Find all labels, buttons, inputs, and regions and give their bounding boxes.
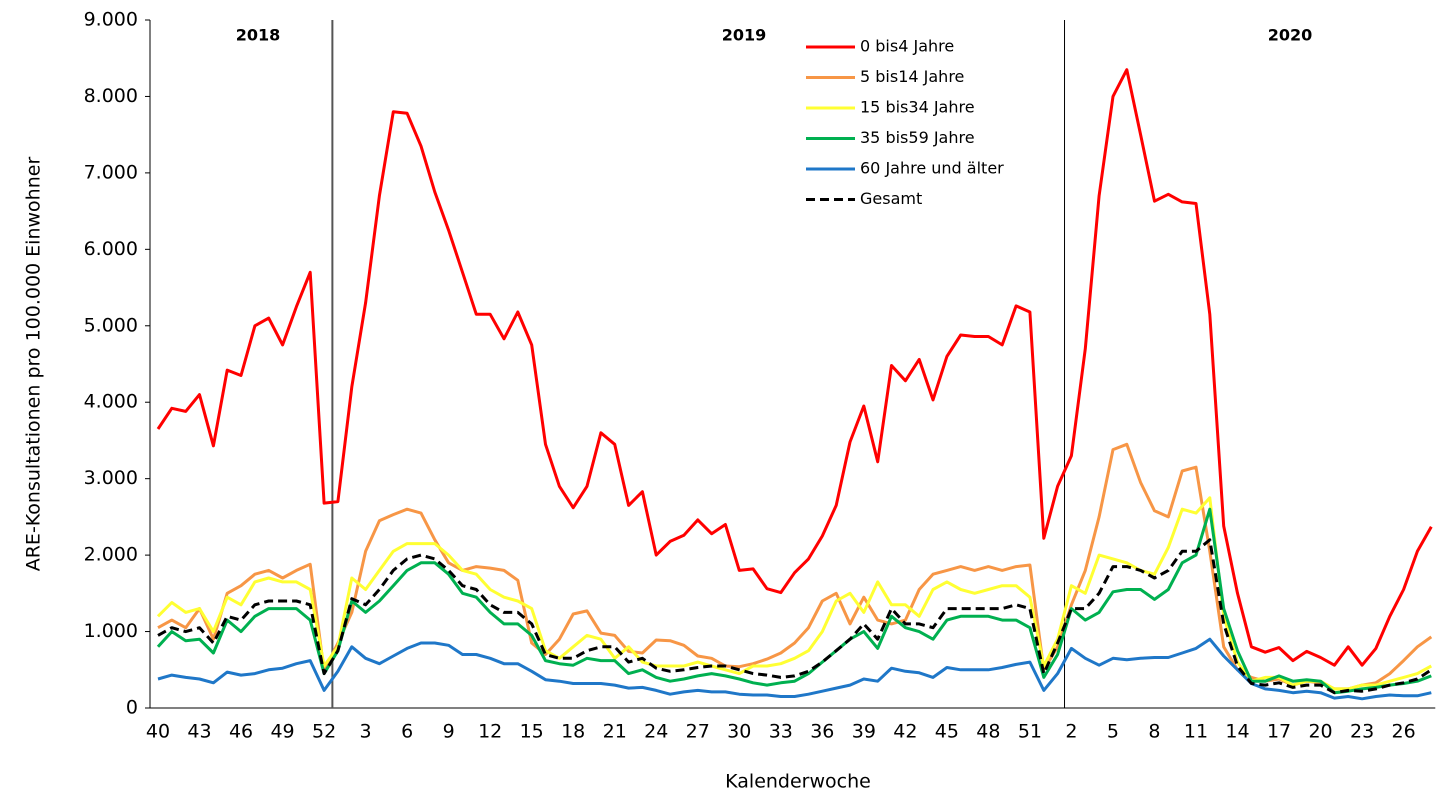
series-line	[157, 637, 1432, 701]
x-tick-label: 42	[893, 721, 917, 743]
x-tick-label: 3	[360, 721, 372, 743]
y-tick-label: 8.000	[84, 85, 138, 107]
x-tick-label: 24	[644, 721, 668, 743]
x-tick-label: 2	[1065, 721, 1077, 743]
year-label: 2019	[722, 26, 767, 45]
y-axis-label: ARE-Konsultationen pro 100.000 Einwohner	[23, 157, 45, 572]
x-tick-label: 52	[312, 721, 336, 743]
x-tick-label: 33	[769, 721, 793, 743]
x-tick-label: 40	[146, 721, 170, 743]
series-line	[156, 68, 1433, 667]
y-tick-label: 4.000	[84, 391, 138, 413]
legend-label: Gesamt	[860, 189, 922, 208]
x-tick-label: 27	[686, 721, 710, 743]
x-tick-label: 12	[478, 721, 502, 743]
x-tick-label: 14	[1225, 721, 1249, 743]
x-tick-label: 45	[935, 721, 959, 743]
x-tick-label: 11	[1184, 721, 1208, 743]
legend-label: 35 bis59 Jahre	[860, 128, 975, 147]
year-label: 2018	[236, 26, 281, 45]
x-tick-label: 51	[1018, 721, 1042, 743]
y-tick-label: 1.000	[84, 620, 138, 642]
y-tick-label: 7.000	[84, 161, 138, 183]
series-line	[156, 507, 1432, 695]
x-tick-label: 15	[520, 721, 544, 743]
x-tick-label: 26	[1392, 721, 1416, 743]
legend-label: 60 Jahre und älter	[860, 159, 1004, 178]
y-tick-label: 2.000	[84, 544, 138, 566]
x-tick-label: 23	[1350, 721, 1374, 743]
x-tick-label: 49	[270, 721, 294, 743]
legend-label: 15 bis34 Jahre	[860, 98, 975, 117]
x-tick-label: 6	[401, 721, 413, 743]
y-tick-label: 3.000	[84, 467, 138, 489]
x-tick-label: 5	[1107, 721, 1119, 743]
x-tick-label: 18	[561, 721, 585, 743]
legend-label: 5 bis14 Jahre	[860, 67, 964, 86]
x-tick-label: 39	[852, 721, 876, 743]
x-tick-label: 30	[727, 721, 751, 743]
x-tick-label: 9	[443, 721, 455, 743]
legend-label: 0 bis4 Jahre	[860, 37, 954, 56]
x-tick-label: 20	[1308, 721, 1332, 743]
y-tick-label: 6.000	[84, 238, 138, 260]
x-tick-label: 17	[1267, 721, 1291, 743]
x-tick-label: 46	[229, 721, 253, 743]
year-label: 2020	[1268, 26, 1313, 45]
y-tick-label: 9.000	[84, 9, 138, 31]
x-tick-label: 36	[810, 721, 834, 743]
series-line	[157, 538, 1433, 695]
series-line	[157, 442, 1433, 691]
y-tick-label: 5.000	[84, 314, 138, 336]
x-axis-label: Kalenderwoche	[725, 771, 871, 793]
x-tick-label: 48	[976, 721, 1000, 743]
y-tick-label: 0	[126, 697, 138, 719]
x-tick-label: 8	[1148, 721, 1160, 743]
x-tick-label: 21	[603, 721, 627, 743]
x-tick-label: 43	[187, 721, 211, 743]
